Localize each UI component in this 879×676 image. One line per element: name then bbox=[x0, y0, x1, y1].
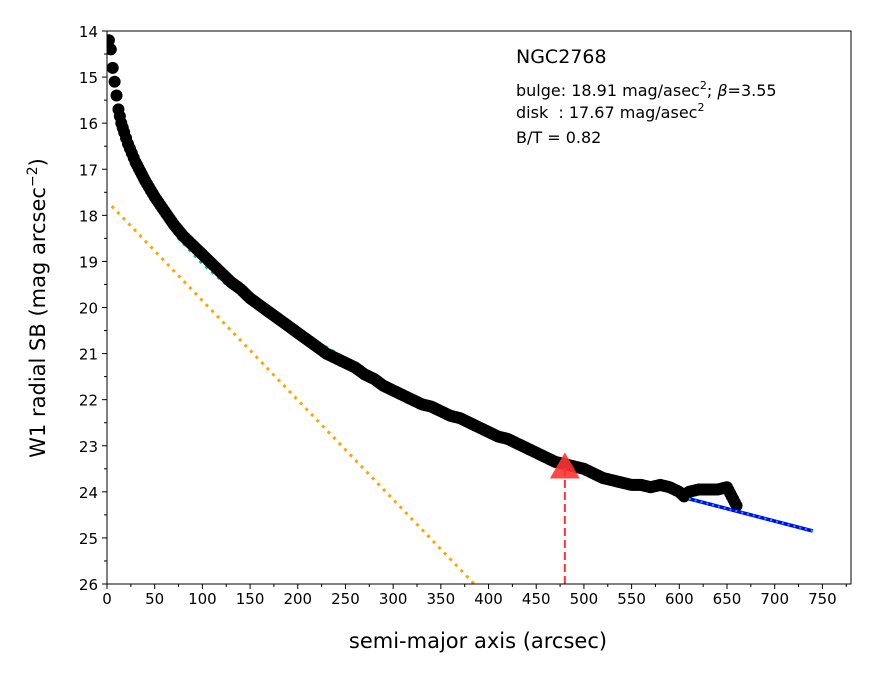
y-tick-label: 15 bbox=[79, 69, 98, 87]
x-tick-label: 450 bbox=[522, 590, 551, 608]
plot-area bbox=[107, 34, 814, 584]
disk-annotation: disk : 17.67 mag/asec2 bbox=[516, 101, 704, 122]
profile-point bbox=[107, 61, 119, 74]
x-axis-label: semi-major axis (arcsec) bbox=[349, 629, 607, 653]
y-tick-label: 19 bbox=[79, 253, 98, 271]
x-tick-label: 150 bbox=[236, 590, 265, 608]
y-tick-label: 20 bbox=[79, 300, 98, 318]
x-tick-label: 0 bbox=[102, 590, 112, 608]
x-tick-label: 400 bbox=[474, 590, 503, 608]
profile-point bbox=[110, 89, 123, 102]
y-tick-label: 17 bbox=[79, 161, 98, 179]
galaxy-name: NGC2768 bbox=[516, 46, 607, 68]
x-tick-label: 650 bbox=[713, 590, 742, 608]
outer-fit-line bbox=[688, 497, 814, 533]
y-tick-label: 18 bbox=[79, 207, 98, 225]
bt-annotation: B/T = 0.82 bbox=[516, 128, 601, 147]
y-tick-label: 25 bbox=[79, 530, 98, 548]
y-tick-label: 22 bbox=[79, 392, 98, 410]
y-tick-label: 23 bbox=[79, 438, 98, 456]
x-tick-label: 300 bbox=[379, 590, 408, 608]
marker-layer bbox=[549, 452, 580, 584]
x-tick-label: 700 bbox=[760, 590, 789, 608]
x-tick-label: 350 bbox=[427, 590, 456, 608]
profile-point bbox=[107, 43, 117, 56]
y-tick-label: 24 bbox=[79, 484, 98, 502]
y-axis-label: W1 radial SB (mag arcsec−2) bbox=[25, 158, 50, 458]
x-tick-label: 200 bbox=[283, 590, 312, 608]
ticks: 0 50 100 150 200 250 300 350 400 450 500 550 600 650 7… bbox=[79, 23, 847, 608]
y-tick-label: 16 bbox=[79, 115, 98, 133]
x-tick-label: 550 bbox=[617, 590, 646, 608]
radius-marker-triangle bbox=[549, 452, 580, 479]
x-tick-label: 600 bbox=[665, 590, 694, 608]
profile-point bbox=[108, 75, 121, 88]
bulge-annotation: bulge: 18.91 mag/asec2; β=3.55 bbox=[516, 79, 777, 100]
x-tick-label: 250 bbox=[331, 590, 360, 608]
x-tick-label: 50 bbox=[145, 590, 164, 608]
profile-points bbox=[107, 34, 743, 512]
y-tick-label: 21 bbox=[79, 346, 98, 364]
x-tick-label: 100 bbox=[188, 590, 217, 608]
x-tick-label: 750 bbox=[808, 590, 837, 608]
x-tick-label: 500 bbox=[570, 590, 599, 608]
y-tick-label: 26 bbox=[79, 576, 98, 594]
y-tick-label: 14 bbox=[79, 23, 98, 41]
profile-point bbox=[107, 34, 115, 47]
